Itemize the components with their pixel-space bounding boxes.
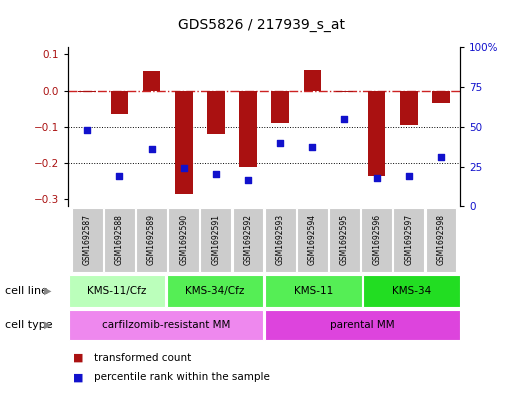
Bar (72, 208, 103, 272)
Point (115, 173, 123, 179)
Point (212, 171, 220, 178)
Bar (168, 208, 199, 272)
Bar (363, 275, 460, 307)
Bar (426, 208, 457, 272)
Point (372, 174, 381, 181)
Point (83, 127, 92, 133)
Bar (400, 90, 418, 125)
Bar (265, 208, 295, 272)
Text: KMS-11/Cfz: KMS-11/Cfz (87, 286, 147, 296)
Bar (143, 71, 161, 90)
Point (437, 154, 445, 160)
Text: GSM1692593: GSM1692593 (276, 214, 285, 265)
Bar (336, 90, 354, 92)
Text: ■: ■ (73, 372, 84, 382)
Bar (207, 90, 225, 134)
Text: carfilzomib-resistant MM: carfilzomib-resistant MM (102, 320, 230, 330)
Text: transformed count: transformed count (94, 353, 191, 363)
Bar (200, 208, 231, 272)
Text: GSM1692588: GSM1692588 (115, 214, 124, 265)
Bar (265, 310, 460, 340)
Text: percentile rank within the sample: percentile rank within the sample (94, 372, 270, 382)
Bar (239, 90, 257, 167)
Text: GSM1692594: GSM1692594 (308, 214, 317, 265)
Text: GSM1692587: GSM1692587 (83, 214, 92, 265)
Text: parental MM: parental MM (330, 320, 394, 330)
Bar (297, 208, 328, 272)
Text: GDS5826 / 217939_s_at: GDS5826 / 217939_s_at (178, 18, 345, 32)
Point (179, 165, 188, 171)
Text: GSM1692591: GSM1692591 (211, 214, 220, 265)
Text: GSM1692592: GSM1692592 (244, 214, 253, 265)
Text: KMS-11: KMS-11 (293, 286, 333, 296)
Bar (303, 70, 321, 90)
Bar (265, 275, 361, 307)
Bar (233, 208, 264, 272)
Bar (361, 208, 392, 272)
Point (244, 177, 252, 183)
Bar (69, 310, 264, 340)
Bar (271, 90, 289, 123)
Bar (78, 90, 96, 92)
Bar (110, 90, 128, 114)
Point (276, 140, 285, 146)
Bar (69, 275, 165, 307)
Point (147, 146, 156, 152)
Point (308, 144, 316, 151)
Text: GSM1692589: GSM1692589 (147, 214, 156, 265)
Text: KMS-34: KMS-34 (392, 286, 431, 296)
Text: ▶: ▶ (44, 320, 52, 330)
Text: KMS-34/Cfz: KMS-34/Cfz (185, 286, 245, 296)
Bar (368, 90, 385, 176)
Bar (136, 208, 167, 272)
Bar (432, 90, 450, 103)
Text: GSM1692596: GSM1692596 (372, 214, 381, 265)
Text: cell type: cell type (5, 320, 53, 330)
Bar (329, 208, 360, 272)
Text: GSM1692590: GSM1692590 (179, 214, 188, 265)
Text: ▶: ▶ (44, 286, 52, 296)
Text: GSM1692598: GSM1692598 (437, 214, 446, 265)
Bar (167, 275, 264, 307)
Text: GSM1692597: GSM1692597 (404, 214, 413, 265)
Bar (104, 208, 135, 272)
Text: ■: ■ (73, 353, 84, 363)
Bar (175, 90, 192, 194)
Text: cell line: cell line (5, 286, 48, 296)
Point (340, 116, 349, 122)
Bar (393, 208, 424, 272)
Text: GSM1692595: GSM1692595 (340, 214, 349, 265)
Point (405, 173, 413, 179)
